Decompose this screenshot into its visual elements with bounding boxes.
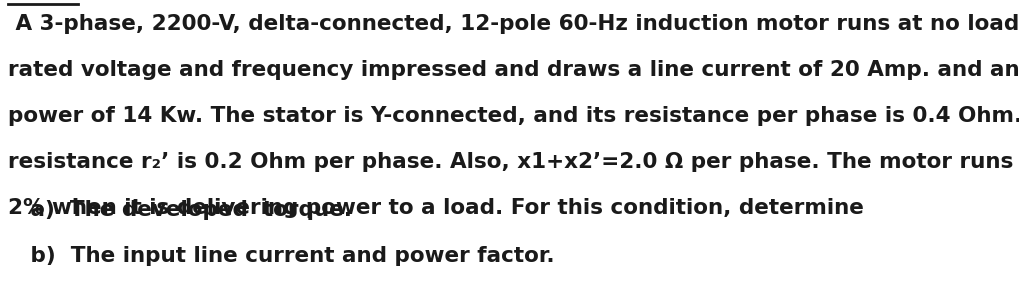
Text: b)  The input line current and power factor.: b) The input line current and power fact… [8, 246, 554, 266]
Text: power of 14 Kw. The stator is Y-connected, and its resistance per phase is 0.4 O: power of 14 Kw. The stator is Y-connecte… [8, 106, 1019, 126]
Text: 2% when it is delivering power to a load. For this condition, determine: 2% when it is delivering power to a load… [8, 198, 864, 218]
Text: a)  The developed  torque.: a) The developed torque. [8, 200, 352, 220]
Text: resistance r₂’ is 0.2 Ohm per phase. Also, x1+x2’=2.0 Ω per phase. The motor run: resistance r₂’ is 0.2 Ohm per phase. Als… [8, 152, 1019, 172]
Text: A 3-phase, 2200-V, delta-connected, 12-pole 60-Hz induction motor runs at no loa: A 3-phase, 2200-V, delta-connected, 12-p… [8, 14, 1019, 34]
Text: rated voltage and frequency impressed and draws a line current of 20 Amp. and an: rated voltage and frequency impressed an… [8, 60, 1019, 80]
